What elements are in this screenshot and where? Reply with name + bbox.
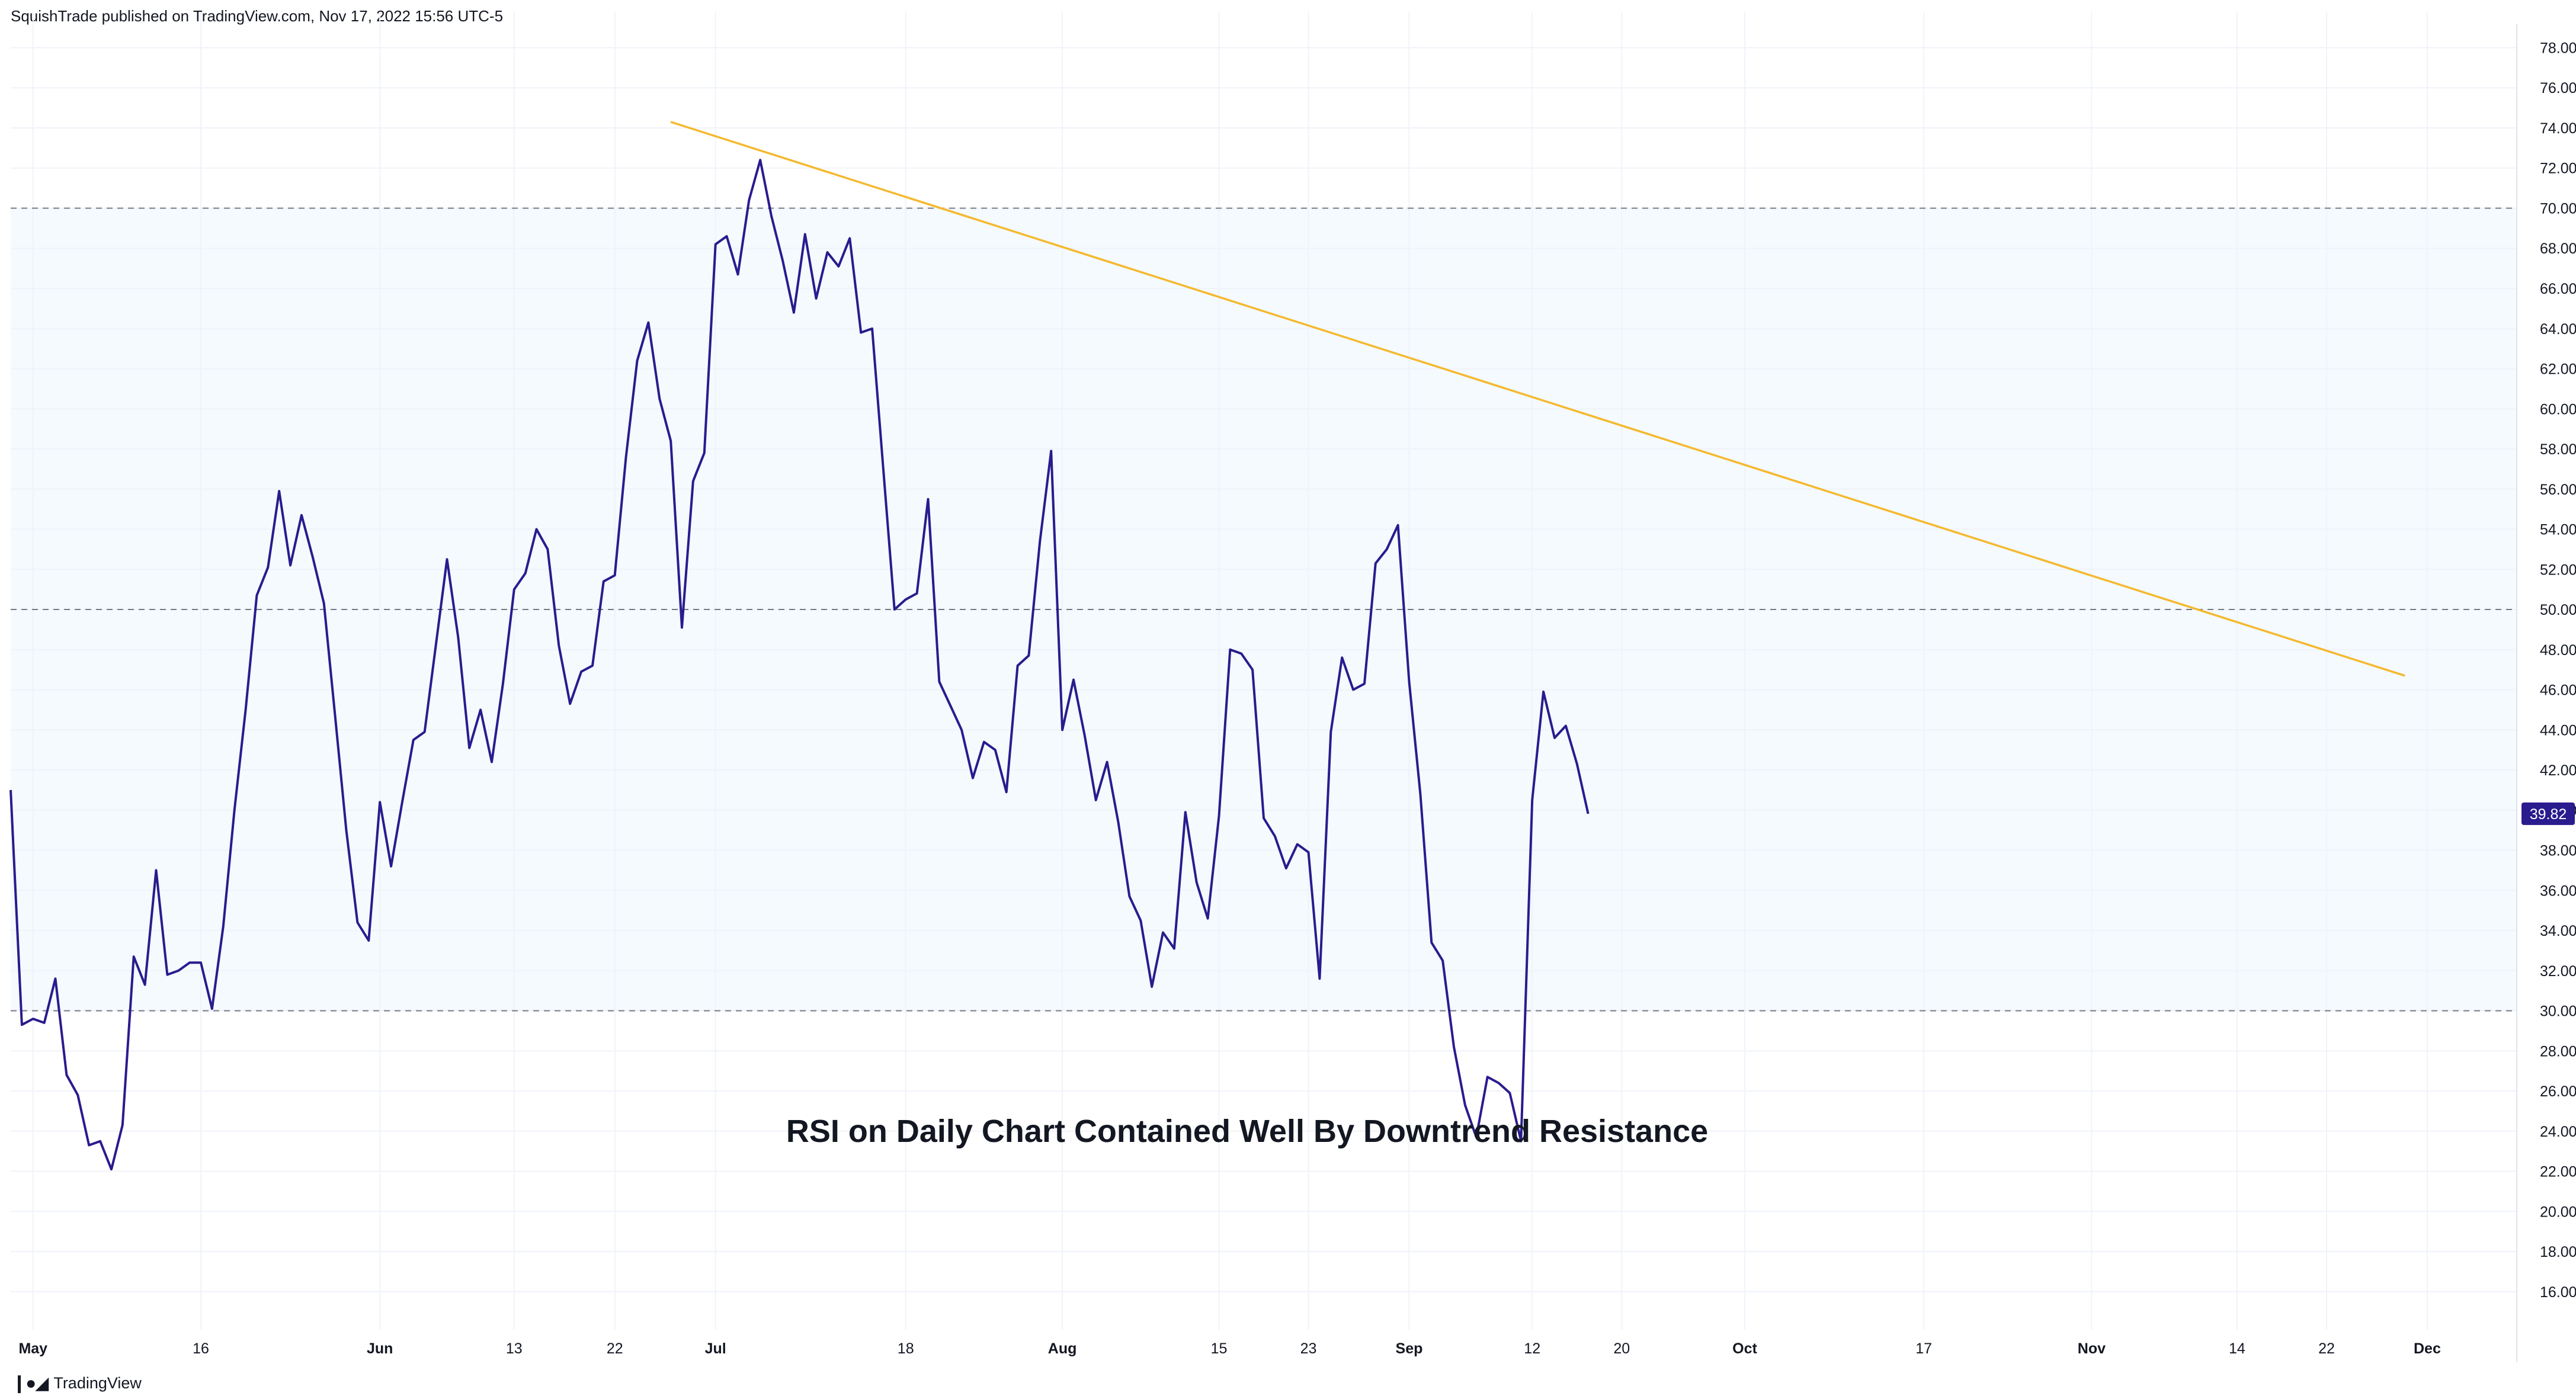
x-tick-label: 15: [1211, 1340, 1228, 1357]
y-tick-label: 76.00: [2540, 80, 2576, 97]
y-tick-label: 52.00: [2540, 561, 2576, 578]
y-tick-label: 68.00: [2540, 240, 2576, 257]
y-tick-label: 66.00: [2540, 281, 2576, 297]
publisher-header: SquishTrade published on TradingView.com…: [11, 7, 504, 25]
y-tick-label: 50.00: [2540, 602, 2576, 618]
y-tick-label: 72.00: [2540, 161, 2576, 177]
x-tick-label: 18: [898, 1340, 914, 1357]
time-axis-labels: May 16 Jun 13 22 Jul 18 Aug 15 23 Sep 12 20 Oct 17 Nov 1…: [18, 1340, 2441, 1357]
x-tick-label: 14: [2229, 1340, 2245, 1357]
x-tick-label: 17: [1915, 1340, 1932, 1357]
y-tick-label: 16.00: [2540, 1284, 2576, 1301]
x-tick-label: Aug: [1048, 1340, 1077, 1357]
x-tick-label: Dec: [2414, 1340, 2441, 1357]
tradingview-footer-logo[interactable]: ❙●◢ TradingView: [12, 1373, 142, 1394]
annotation-text: RSI on Daily Chart Contained Well By Dow…: [786, 1114, 1708, 1149]
y-tick-label: 42.00: [2540, 762, 2576, 779]
y-tick-label: 28.00: [2540, 1043, 2576, 1060]
y-tick-label: 44.00: [2540, 722, 2576, 739]
x-tick-label: 16: [193, 1340, 209, 1357]
y-tick-label: 20.00: [2540, 1204, 2576, 1220]
y-tick-label: 30.00: [2540, 1003, 2576, 1020]
rsi-line: [9, 159, 1590, 1171]
y-tick-label: 18.00: [2540, 1244, 2576, 1260]
y-tick-label: 74.00: [2540, 120, 2576, 137]
y-tick-label: 64.00: [2540, 321, 2576, 338]
y-tick-label: 78.00: [2540, 40, 2576, 56]
price-axis-labels: 16.00 18.00 20.00 22.00 24.00 26.00 28.00 30.00…: [2540, 40, 2576, 1300]
x-tick-label: 23: [1300, 1340, 1317, 1357]
y-tick-label: 26.00: [2540, 1083, 2576, 1100]
y-tick-label: 36.00: [2540, 883, 2576, 899]
last-value-label: 39.82: [2530, 806, 2567, 823]
tradingview-logo-icon: ❙●◢: [12, 1374, 49, 1393]
x-tick-label: 22: [607, 1340, 623, 1357]
y-tick-label: 54.00: [2540, 522, 2576, 538]
x-tick-label: Sep: [1396, 1340, 1423, 1357]
y-tick-label: 22.00: [2540, 1164, 2576, 1180]
y-tick-label: 46.00: [2540, 682, 2576, 699]
last-value-tag: 39.82: [2521, 802, 2575, 825]
x-tick-label: Nov: [2078, 1340, 2106, 1357]
x-tick-label: May: [18, 1340, 47, 1357]
y-tick-label: 62.00: [2540, 361, 2576, 378]
x-tick-label: 22: [2318, 1340, 2335, 1357]
downtrend-resistance-line[interactable]: [670, 121, 2405, 677]
x-tick-label: 12: [1524, 1340, 1540, 1357]
y-tick-label: 70.00: [2540, 200, 2576, 217]
y-tick-label: 48.00: [2540, 642, 2576, 659]
rsi-level-lines: [11, 207, 2517, 1012]
x-tick-label: 13: [506, 1340, 523, 1357]
x-tick-label: Jul: [705, 1340, 726, 1357]
y-tick-label: 58.00: [2540, 441, 2576, 458]
y-tick-label: 60.00: [2540, 401, 2576, 418]
x-tick-label: Jun: [367, 1340, 393, 1357]
y-tick-label: 56.00: [2540, 482, 2576, 498]
y-tick-label: 34.00: [2540, 923, 2576, 939]
y-tick-label: 24.00: [2540, 1124, 2576, 1140]
tradingview-brand-name: TradingView: [53, 1374, 142, 1392]
x-tick-label: 20: [1613, 1340, 1630, 1357]
y-tick-label: 38.00: [2540, 843, 2576, 859]
y-tick-label: 32.00: [2540, 963, 2576, 980]
x-tick-label: Oct: [1732, 1340, 1757, 1357]
